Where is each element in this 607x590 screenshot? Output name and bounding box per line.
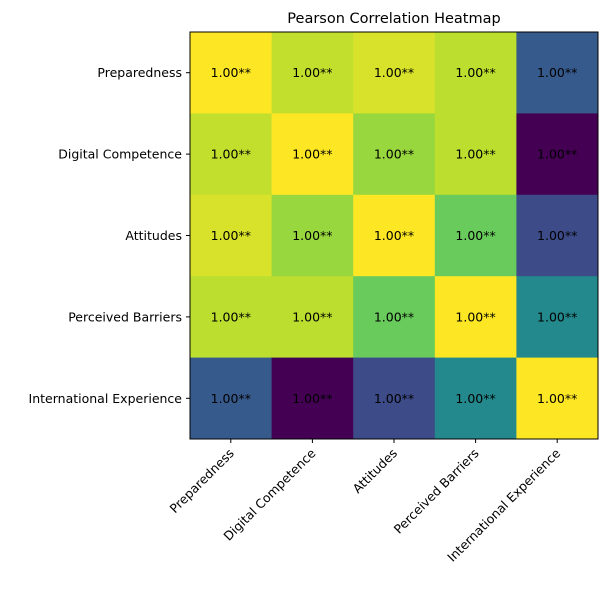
heatmap-cell [353,113,436,196]
x-tick-label: Preparedness [166,446,236,516]
cell-value-label: 1.00** [455,147,495,162]
cell-value-label: 1.00** [292,65,332,80]
heatmap-cell [190,113,273,196]
cell-value-label: 1.00** [537,309,577,324]
heatmap-cell [190,32,273,114]
y-tick-label: Attitudes [125,228,182,243]
cell-value-label: 1.00** [455,65,495,80]
cell-value-label: 1.00** [374,147,414,162]
heatmap-cell [353,357,436,440]
cell-value-label: 1.00** [292,309,332,324]
heatmap-cells [190,32,599,440]
cell-value-label: 1.00** [537,391,577,406]
cell-value-label: 1.00** [211,391,251,406]
x-tick-label: Attitudes [350,446,401,497]
heatmap-cell [353,276,436,359]
heatmap-cell [434,32,517,114]
cell-value-label: 1.00** [292,391,332,406]
cell-value-label: 1.00** [374,228,414,243]
heatmap-cell [516,357,599,440]
heatmap-cell [190,357,273,440]
chart-title: Pearson Correlation Heatmap [287,11,500,27]
heatmap-cell [271,113,354,196]
y-axis: Preparedness Digital Competence Attitudes P… [29,65,190,406]
heatmap-cell [190,194,273,277]
y-tick-label: Digital Competence [58,147,182,162]
heatmap-cell [353,32,436,114]
cell-value-label: 1.00** [292,147,332,162]
heatmap-cell [516,113,599,196]
x-tick-label: Perceived Barriers [391,446,482,537]
heatmap-cell [271,194,354,277]
heatmap-cell [190,276,273,359]
cell-value-label: 1.00** [455,228,495,243]
cell-value-label: 1.00** [211,309,251,324]
heatmap-cell [516,276,599,359]
heatmap-cell [271,32,354,114]
cell-value-label: 1.00** [537,65,577,80]
heatmap-cell [434,113,517,196]
heatmap-cell-labels: 1.00** 1.00** 1.00** 1.00** 1.00** 1.00** 1.00… [211,65,578,406]
cell-value-label: 1.00** [374,65,414,80]
cell-value-label: 1.00** [455,309,495,324]
cell-value-label: 1.00** [537,147,577,162]
heatmap-cell [271,357,354,440]
y-tick-label: Perceived Barriers [68,309,182,324]
cell-value-label: 1.00** [292,228,332,243]
heatmap-cell [434,357,517,440]
cell-value-label: 1.00** [455,391,495,406]
heatmap-cell [516,194,599,277]
heatmap-cell [516,32,599,114]
heatmap-cell [434,276,517,359]
heatmap-cell [434,194,517,277]
y-tick-label: International Experience [29,391,183,406]
cell-value-label: 1.00** [374,309,414,324]
y-tick-label: Preparedness [97,65,182,80]
cell-value-label: 1.00** [374,391,414,406]
cell-value-label: 1.00** [211,65,251,80]
cell-value-label: 1.00** [211,147,251,162]
cell-value-label: 1.00** [537,228,577,243]
cell-value-label: 1.00** [211,228,251,243]
heatmap-cell [353,194,436,277]
x-tick-label: Digital Competence [220,445,318,543]
heatmap-cell [271,276,354,359]
